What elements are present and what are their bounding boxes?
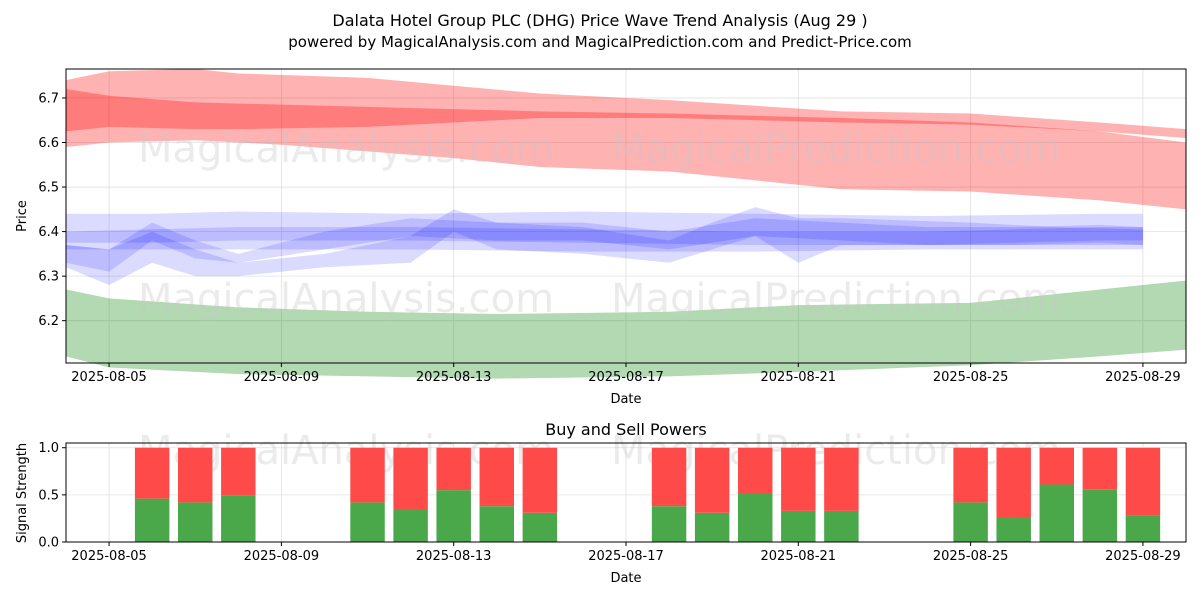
red-band-1 (66, 89, 1186, 210)
buy-bar (781, 510, 816, 542)
buy-bar (436, 490, 471, 542)
buy-bar (522, 512, 558, 542)
top-y-tick-label: 6.2 (38, 314, 59, 329)
bottom-x-tick-label: 2025-08-05 (71, 549, 147, 564)
sell-bar (522, 447, 558, 513)
buy-bar (134, 498, 170, 542)
top-y-tick-label: 6.5 (38, 181, 59, 196)
top-x-tick-label: 2025-08-21 (761, 370, 837, 385)
bottom-x-tick-label: 2025-08-17 (588, 549, 664, 564)
bottom-x-tick-label: 2025-08-25 (933, 549, 1009, 564)
buy-bar (479, 506, 514, 542)
buy-bar (1039, 484, 1074, 542)
sell-bar (738, 447, 773, 493)
blue-band-5 (66, 207, 1143, 286)
blue-band-3 (66, 211, 1143, 252)
sell-bar (436, 447, 471, 491)
power-bars (134, 447, 1161, 542)
buy-bar (350, 502, 385, 542)
sell-bar (1125, 447, 1161, 516)
sell-bar (1082, 447, 1118, 490)
bottom-chart-title: Buy and Sell Powers (545, 420, 707, 439)
top-y-tick-label: 6.3 (38, 270, 59, 285)
watermark-left-lower: MagicalAnalysis.com (138, 276, 554, 322)
top-watermarks: MagicalAnalysis.com MagicalPrediction.co… (138, 126, 1061, 322)
top-x-tick-label: 2025-08-25 (933, 370, 1009, 385)
buy-bar (1082, 489, 1118, 542)
price-bands (66, 69, 1186, 379)
watermark-right: MagicalPrediction.com (611, 126, 1061, 172)
top-y-tick-label: 6.4 (38, 225, 59, 240)
chart-subtitle: powered by MagicalAnalysis.com and Magic… (288, 33, 912, 51)
bottom-y-tick-label: 0.0 (38, 536, 59, 551)
red-band-0 (66, 69, 1186, 139)
top-x-tick-label: 2025-08-13 (416, 370, 492, 385)
bottom-x-axis-label: Date (610, 571, 641, 586)
blue-band-6 (66, 218, 1143, 272)
sell-bar (694, 447, 730, 513)
bottom-y-tick-label: 1.0 (38, 441, 59, 456)
bottom-y-tick-label: 0.5 (38, 488, 59, 503)
sell-bar (178, 447, 213, 503)
top-y-tick-label: 6.7 (38, 91, 59, 106)
sell-bar (1039, 447, 1074, 485)
buy-bar (1125, 515, 1161, 542)
buy-bar (178, 502, 213, 542)
top-x-tick-label: 2025-08-09 (244, 370, 320, 385)
bottom-x-tick-label: 2025-08-21 (761, 549, 837, 564)
top-y-tick-label: 6.6 (38, 136, 59, 151)
sell-bar (996, 447, 1031, 518)
sell-bar (393, 447, 428, 509)
top-y-ticks: 6.2 6.3 6.4 6.5 6.6 6.7 (38, 91, 66, 329)
top-gridlines (66, 69, 1186, 363)
watermark-right-lower: MagicalPrediction.com (611, 276, 1061, 322)
buy-bar (651, 506, 687, 542)
sell-bar (221, 447, 256, 496)
bottom-x-tick-label: 2025-08-09 (244, 549, 320, 564)
buy-bar (694, 512, 730, 542)
chart-title: Dalata Hotel Group PLC (DHG) Price Wave … (332, 11, 867, 30)
price-wave-chart: MagicalAnalysis.com MagicalPrediction.co… (15, 68, 1187, 407)
bottom-y-ticks: 0.0 0.5 1.0 (38, 441, 66, 551)
bottom-x-ticks: 2025-08-05 2025-08-09 2025-08-13 2025-08-17… (71, 542, 1181, 564)
bottom-x-tick-label: 2025-08-29 (1105, 549, 1181, 564)
top-y-axis-label: Price (15, 200, 30, 232)
top-x-tick-label: 2025-08-17 (588, 370, 664, 385)
bottom-x-tick-label: 2025-08-13 (416, 549, 492, 564)
top-x-tick-label: 2025-08-29 (1105, 370, 1181, 385)
sell-bar (824, 447, 859, 511)
buy-bar (996, 517, 1031, 542)
buy-bar (738, 492, 773, 542)
sell-bar (953, 447, 988, 503)
sell-bar (651, 447, 687, 507)
sell-bar (134, 447, 170, 499)
buy-bar (393, 509, 428, 542)
green-band-2 (66, 280, 1186, 379)
bottom-y-axis-label: Signal Strength (15, 443, 30, 543)
top-x-ticks: 2025-08-05 2025-08-09 2025-08-13 2025-08-17… (71, 363, 1181, 385)
buy-bar (953, 502, 988, 542)
watermark-left: MagicalAnalysis.com (138, 126, 554, 172)
buy-sell-power-chart: Buy and Sell Powers MagicalAnalysis.com … (15, 420, 1187, 586)
buy-bar (824, 510, 859, 542)
buy-bar (221, 495, 256, 542)
sell-bar (781, 447, 816, 511)
top-x-axis-label: Date (610, 392, 641, 407)
sell-bar (479, 447, 514, 507)
top-x-tick-label: 2025-08-05 (71, 370, 147, 385)
blue-band-4 (66, 227, 1143, 245)
sell-bar (350, 447, 385, 503)
